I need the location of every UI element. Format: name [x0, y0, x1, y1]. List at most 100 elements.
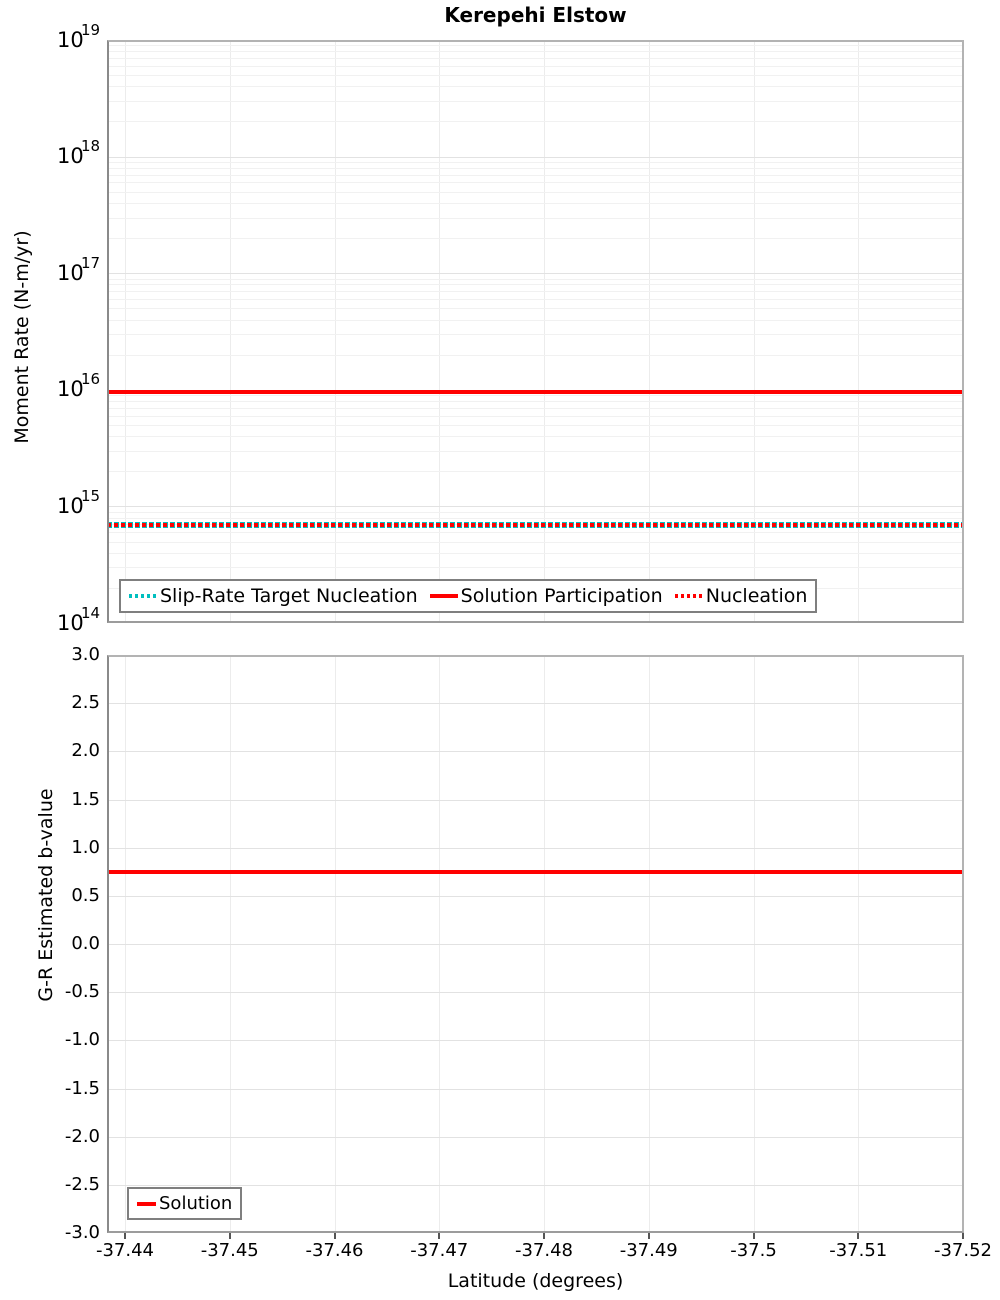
x-tick-label: -37.46 — [305, 1240, 364, 1261]
x-tick-mark — [962, 1233, 964, 1239]
y-gridline-minor — [107, 517, 964, 519]
x-tick-label: -37.48 — [514, 1240, 574, 1261]
x-tick-mark — [543, 1233, 545, 1239]
x-tick-label: -37.45 — [200, 1240, 259, 1261]
x-tick-label: -37.47 — [410, 1240, 469, 1261]
y-tick-exponent: 14 — [81, 603, 101, 622]
y-gridline-minor — [107, 541, 964, 543]
series-line-1 — [107, 389, 964, 394]
y-tick-label: -3.0 — [64, 1222, 100, 1243]
y-gridline-minor — [107, 552, 964, 554]
y-tick-exponent: 17 — [81, 253, 101, 272]
x-tick-label: -37.51 — [829, 1240, 888, 1261]
teal-dotted-line-swatch — [129, 594, 157, 598]
y-tick-base: 10 — [57, 260, 84, 285]
legend-entry-slip-rate-target-nucleation: Slip-Rate Target Nucleation — [129, 585, 418, 607]
x-tick-label: -37.52 — [933, 1240, 993, 1261]
y-tick-label: 3.0 — [71, 644, 100, 665]
y-gridline-minor — [107, 308, 964, 310]
y-gridline-minor — [107, 191, 964, 193]
y-gridline-minor — [107, 284, 964, 286]
series-line-2 — [107, 523, 964, 528]
y-tick-label: 10 14 — [57, 603, 103, 636]
red-solid-line-swatch — [429, 594, 458, 598]
y-gridline-minor — [107, 319, 964, 321]
x-gridline — [229, 40, 231, 623]
x-gridline — [125, 40, 126, 623]
y-tick-label: -0.5 — [64, 981, 100, 1003]
y-gridline-minor — [107, 45, 964, 47]
x-tick-mark — [228, 1233, 231, 1239]
x-tick-label: -37.5 — [730, 1240, 777, 1261]
y-gridline-major — [107, 992, 964, 994]
chart-title: Kerepehi Elstow — [444, 3, 627, 27]
y-gridline-minor — [107, 58, 964, 60]
y-gridline-minor — [107, 202, 964, 204]
y-tick-label: 1.0 — [71, 836, 100, 858]
legend-entry-nucleation: Nucleation — [674, 585, 807, 607]
y-gridline-minor — [107, 217, 964, 219]
x-gridline — [858, 40, 860, 623]
legend-entry-solution-participation: Solution Participation — [429, 585, 663, 607]
y-gridline-major — [107, 273, 964, 275]
y-tick-label: 10 15 — [57, 488, 103, 519]
y-gridline-minor — [107, 51, 964, 53]
y-gridline-minor — [107, 86, 964, 88]
y-tick-base: 10 — [57, 144, 84, 169]
y-tick-label: -2.0 — [64, 1125, 100, 1147]
y-gridline-minor — [107, 65, 964, 67]
plot-border — [107, 40, 964, 623]
x-gridline — [753, 40, 755, 623]
y-gridline-major — [107, 799, 964, 801]
y-tick-exponent: 18 — [81, 137, 101, 156]
y-gridline-minor — [107, 100, 964, 102]
y-tick-exponent: 16 — [81, 370, 101, 389]
y-gridline-minor — [107, 424, 964, 426]
y-gridline-major — [107, 895, 964, 897]
y-gridline-minor — [107, 121, 964, 123]
y-gridline-minor — [107, 567, 964, 569]
x-tick-mark — [438, 1233, 441, 1239]
y-gridline-minor — [107, 436, 964, 438]
y-gridline-minor — [107, 532, 964, 534]
y-gridline-minor — [107, 75, 964, 77]
y-gridline-major — [107, 1136, 964, 1138]
x-tick-mark — [857, 1233, 860, 1239]
x-tick-label: -37.49 — [619, 1240, 678, 1261]
y-gridline-major — [107, 1040, 964, 1042]
x-gridline — [334, 40, 336, 623]
x-gridline — [544, 40, 545, 623]
y-gridline-minor — [107, 278, 964, 280]
legend-label: Solution Participation — [460, 585, 663, 607]
y-gridline-major — [107, 944, 964, 945]
y-gridline-minor — [107, 182, 964, 184]
series-line-0 — [107, 869, 964, 874]
y-tick-label: -2.5 — [64, 1173, 100, 1195]
y-gridline-minor — [107, 167, 964, 169]
y-tick-exponent: 19 — [81, 20, 101, 39]
y-tick-label: -1.5 — [64, 1077, 100, 1099]
legend-label: Solution — [159, 1193, 233, 1214]
y-tick-base: 10 — [57, 27, 84, 52]
x-gridline — [963, 40, 964, 623]
y-gridline-minor — [107, 407, 964, 409]
x-axis-title: Latitude (degrees) — [447, 1270, 624, 1292]
y-tick-base: 10 — [57, 610, 84, 635]
legend-label: Slip-Rate Target Nucleation — [160, 585, 418, 607]
legend-entry-solution: Solution — [137, 1193, 232, 1214]
y-gridline-major — [107, 847, 964, 849]
y-tick-label: 0.0 — [71, 933, 100, 954]
y-gridline-minor — [107, 511, 964, 513]
y-gridline-major — [107, 751, 964, 753]
y-tick-label: 10 18 — [57, 139, 103, 169]
y-gridline-major — [107, 1088, 964, 1090]
x-tick-mark — [124, 1233, 126, 1239]
x-gridline — [648, 40, 650, 623]
y-tick-label: 1.5 — [71, 788, 100, 810]
y-gridline-minor — [107, 450, 964, 452]
y-gridline-minor — [107, 334, 964, 336]
y-gridline-major — [107, 506, 964, 508]
b-value-legend: Solution — [127, 1187, 243, 1220]
y-tick-label: 10 17 — [57, 253, 103, 286]
x-tick-mark — [333, 1233, 336, 1239]
